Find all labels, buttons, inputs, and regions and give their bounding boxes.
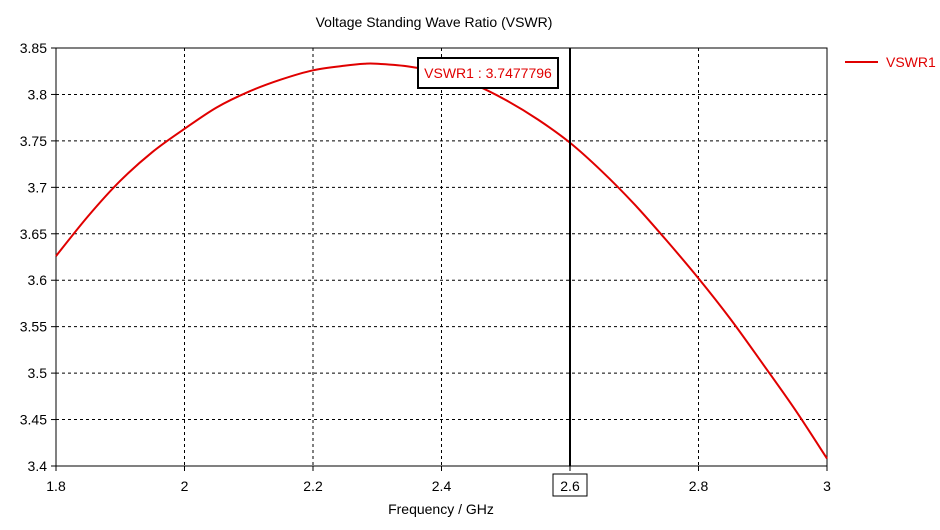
x-axis-label: Frequency / GHz xyxy=(388,501,494,517)
marker-x-box xyxy=(552,473,588,497)
marker-layer[interactable]: 2.6 VSWR1 : 3.7477796 xyxy=(417,48,588,497)
y-tick-label: 3.55 xyxy=(20,319,47,335)
y-tick-label: 3.85 xyxy=(20,40,47,56)
legend-label-vswr1: VSWR1 xyxy=(886,54,936,70)
y-tick-label: 3.8 xyxy=(28,86,48,102)
chart-title: Voltage Standing Wave Ratio (VSWR) xyxy=(316,14,553,30)
y-tick-label: 3.6 xyxy=(28,272,48,288)
legend: VSWR1 xyxy=(845,54,936,70)
y-axis-ticks: 3.4 3.45 3.5 3.55 3.6 3.65 3.7 3.75 3.8 3.85 xyxy=(20,40,56,474)
x-tick-label: 2.8 xyxy=(689,478,709,494)
x-tick-label: 2 xyxy=(181,478,189,494)
y-tick-label: 3.75 xyxy=(20,133,47,149)
x-tick-label: 2.4 xyxy=(432,478,452,494)
y-tick-label: 3.65 xyxy=(20,226,47,242)
marker-x-label: 2.6 xyxy=(560,478,580,494)
marker-value-box xyxy=(417,57,559,89)
y-tick-label: 3.45 xyxy=(20,412,47,428)
marker-value-label: VSWR1 : 3.7477796 xyxy=(424,65,552,81)
x-tick-label: 3 xyxy=(823,478,831,494)
y-tick-label: 3.5 xyxy=(28,365,48,381)
x-axis-ticks: 1.8 2 2.2 2.4 2.8 3 xyxy=(46,466,831,494)
x-tick-label: 2.2 xyxy=(303,478,323,494)
y-tick-label: 3.7 xyxy=(28,179,48,195)
x-tick-label: 1.8 xyxy=(46,478,66,494)
y-tick-label: 3.4 xyxy=(28,458,48,474)
